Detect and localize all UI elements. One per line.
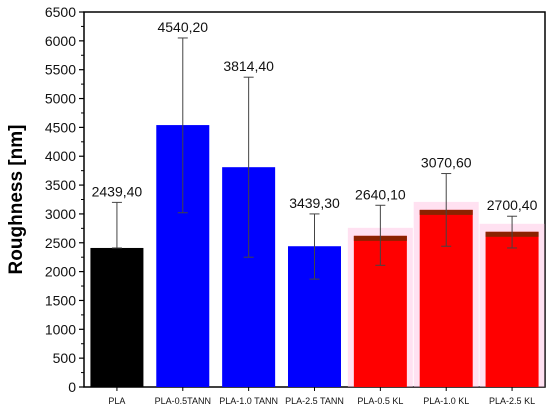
y-tick-label: 2500 — [45, 235, 76, 251]
y-tick-label: 5000 — [45, 91, 76, 107]
y-tick-label: 2000 — [45, 264, 76, 280]
x-tick-label: PLA-0.5TANN — [155, 396, 211, 406]
y-tick-label: 4000 — [45, 148, 76, 164]
data-label: 2640,10 — [355, 186, 406, 202]
y-tick-label: 3500 — [45, 177, 76, 193]
data-label: 4540,20 — [157, 19, 208, 35]
x-tick-label: PLA-2.5 KL — [489, 396, 535, 406]
y-tick-label: 500 — [53, 350, 77, 366]
y-tick-label: 4500 — [45, 119, 76, 135]
data-label: 3439,30 — [289, 195, 340, 211]
y-tick-label: 6500 — [45, 4, 76, 20]
x-tick-label: PLA-0.5 KL — [357, 396, 403, 406]
data-label: 2700,40 — [487, 197, 538, 213]
y-tick-label: 6000 — [45, 33, 76, 49]
bar — [485, 231, 539, 387]
y-tick-label: 1500 — [45, 292, 76, 308]
x-tick-label: PLA-1.0 TANN — [219, 396, 278, 406]
y-tick-label: 1000 — [45, 321, 76, 337]
data-label: 3070,60 — [421, 155, 472, 171]
x-tick-label: PLA-1.0 KL — [423, 396, 469, 406]
data-label: 2439,40 — [92, 183, 143, 199]
y-axis-title: Roughness [nm] — [6, 125, 27, 275]
data-label: 3814,40 — [223, 58, 274, 74]
bar — [90, 247, 144, 387]
y-tick-label: 5500 — [45, 62, 76, 78]
x-tick-label: PLA-2.5 TANN — [285, 396, 344, 406]
y-tick-label: 3000 — [45, 206, 76, 222]
y-tick-label: 0 — [68, 379, 76, 395]
x-tick-label: PLA — [108, 396, 125, 406]
